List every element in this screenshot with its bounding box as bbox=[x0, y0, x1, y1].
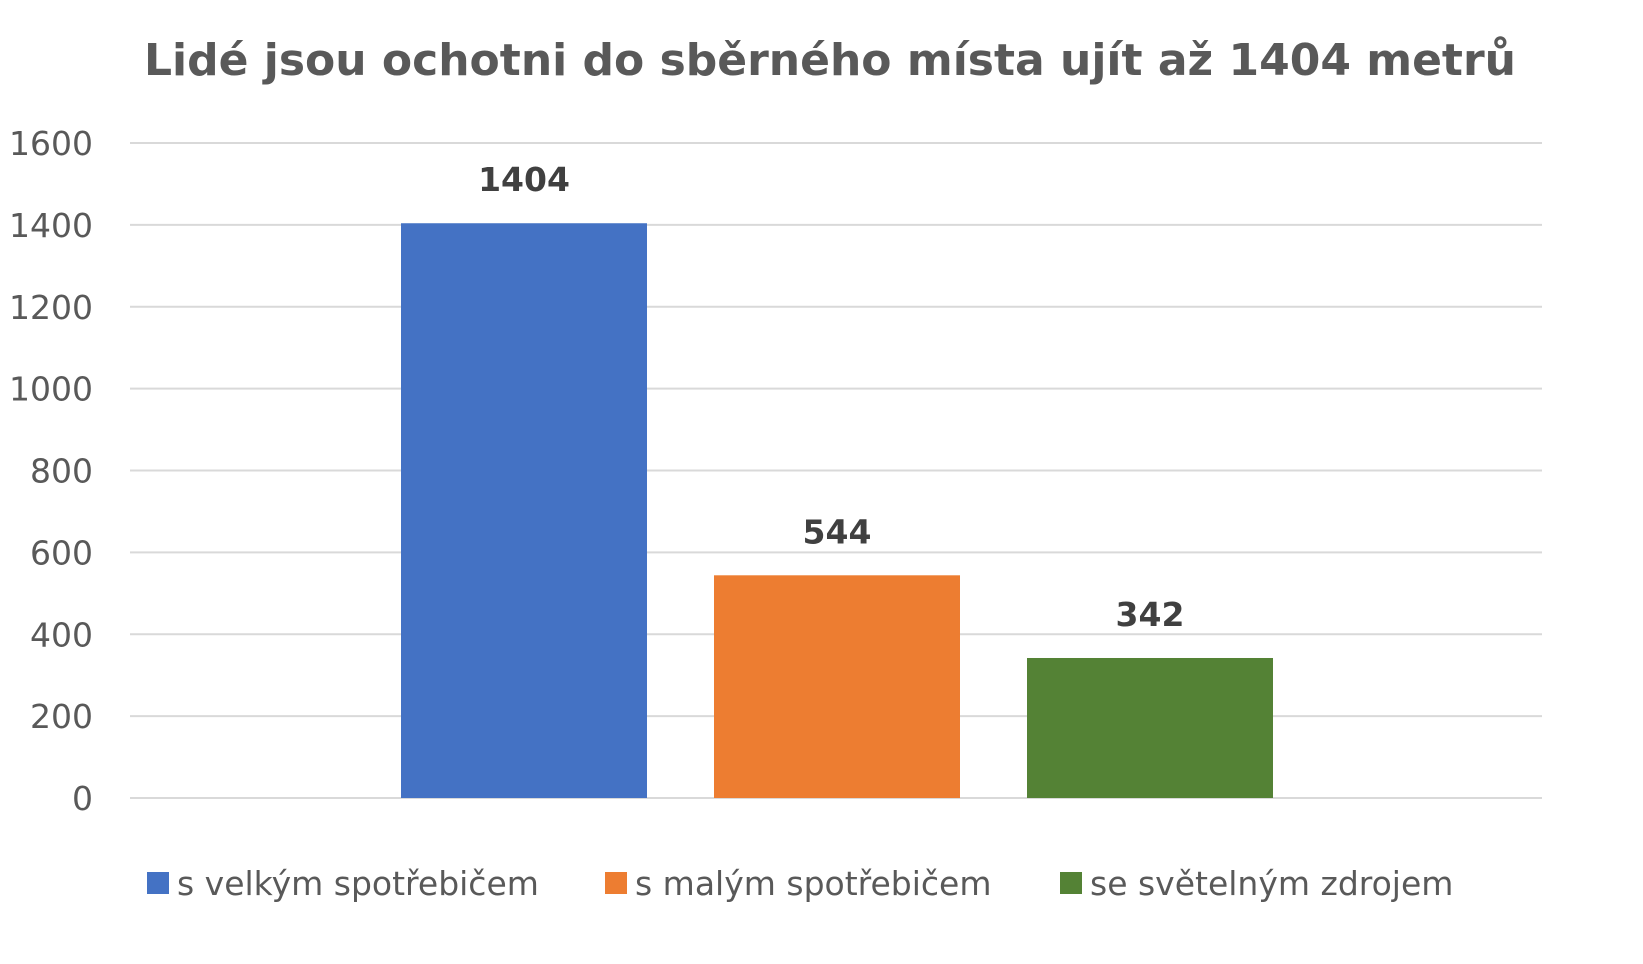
y-tick-label: 800 bbox=[30, 452, 93, 491]
legend-label: se světelným zdrojem bbox=[1090, 864, 1453, 903]
y-tick-label: 1000 bbox=[9, 370, 93, 409]
y-tick-label: 0 bbox=[72, 779, 93, 818]
y-tick-label: 1200 bbox=[9, 288, 93, 327]
chart-title: Lidé jsou ochotni do sběrného místa ujít… bbox=[144, 35, 1516, 86]
y-tick-label: 200 bbox=[30, 697, 93, 736]
data-label: 1404 bbox=[478, 160, 570, 199]
y-tick-label: 600 bbox=[30, 533, 93, 572]
legend-swatch bbox=[147, 872, 169, 894]
y-tick-label: 1600 bbox=[9, 124, 93, 163]
bar-3 bbox=[1027, 657, 1273, 798]
bars bbox=[401, 223, 1273, 799]
data-label: 544 bbox=[803, 512, 872, 551]
bar-2 bbox=[714, 575, 960, 798]
y-axis-tick-labels: 0 200 400 600 800 1000 1200 1400 1600 bbox=[9, 124, 93, 818]
legend-label: s velkým spotřebičem bbox=[177, 864, 539, 903]
legend-swatch bbox=[1060, 872, 1082, 894]
y-tick-label: 1400 bbox=[9, 206, 93, 245]
y-tick-label: 400 bbox=[30, 615, 93, 654]
bar-1 bbox=[401, 223, 647, 799]
gridlines bbox=[130, 142, 1542, 799]
legend: s velkým spotřebičem s malým spotřebičem s… bbox=[147, 864, 1453, 903]
legend-label: s malým spotřebičem bbox=[635, 864, 992, 903]
legend-swatch bbox=[605, 872, 627, 894]
data-labels: 1404 544 342 bbox=[478, 160, 1184, 634]
data-label: 342 bbox=[1116, 595, 1185, 634]
